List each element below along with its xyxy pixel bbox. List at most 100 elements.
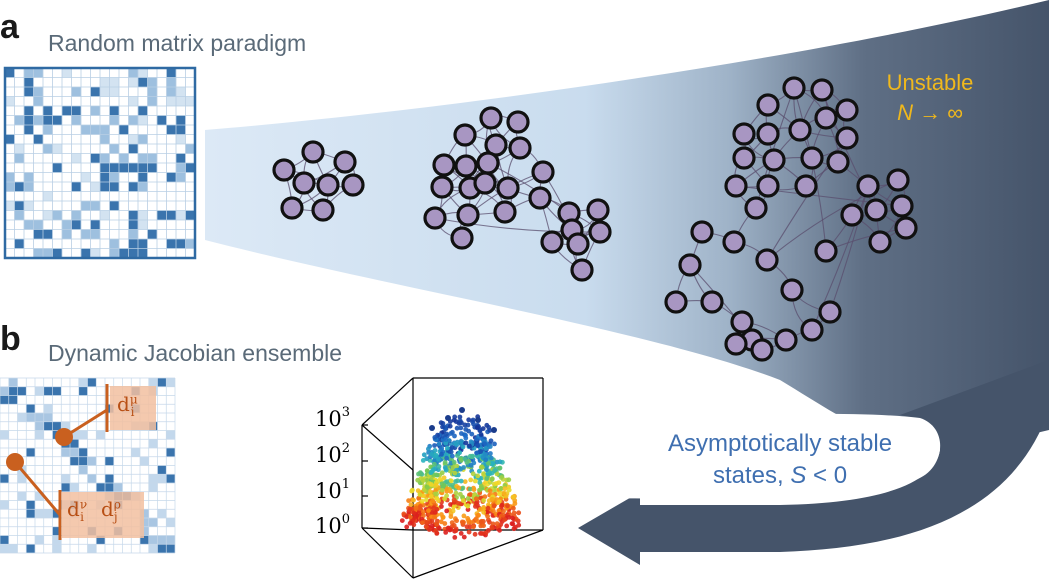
plot-point	[489, 456, 494, 461]
network-node	[784, 78, 804, 98]
plot-point	[485, 514, 490, 519]
plot-point	[429, 494, 434, 499]
matrix-cell	[44, 413, 53, 422]
network-node	[734, 124, 754, 144]
plot-point	[447, 528, 452, 533]
plot-point	[458, 467, 463, 472]
matrix-cell	[24, 220, 34, 230]
matrix-cell	[119, 163, 129, 173]
matrix-cell	[91, 125, 101, 135]
network-node	[746, 198, 766, 218]
matrix-cell	[26, 501, 35, 510]
matrix-cell	[119, 154, 129, 164]
plot-point	[449, 450, 454, 455]
plot-point	[497, 491, 502, 496]
network-node	[858, 176, 878, 196]
plot-point	[459, 431, 464, 436]
matrix-cell	[53, 144, 63, 154]
plot-point	[463, 436, 468, 441]
plot-point	[471, 471, 476, 476]
matrix-cell	[0, 544, 9, 553]
matrix-cell	[129, 68, 139, 78]
matrix-cell	[88, 474, 97, 483]
plot-point	[467, 530, 472, 535]
matrix-cell	[138, 239, 148, 249]
d-nu-dot	[6, 453, 24, 471]
network-node	[828, 152, 848, 172]
matrix-cell	[157, 116, 167, 126]
matrix-cell	[176, 163, 186, 173]
panel-a-title: Random matrix paradigm	[48, 30, 306, 57]
matrix-cell	[53, 211, 63, 221]
network-node	[726, 176, 746, 196]
network-node	[572, 260, 592, 280]
matrix-cell	[70, 448, 79, 457]
matrix-cell	[81, 125, 91, 135]
matrix-cell	[129, 230, 139, 240]
matrix-cell	[138, 78, 148, 88]
plot-point	[441, 515, 446, 520]
d-mu-label: dμi	[117, 392, 134, 419]
matrix-cell	[129, 239, 139, 249]
matrix-cell	[166, 431, 175, 440]
plot-point	[424, 520, 429, 525]
plot-point	[486, 506, 491, 511]
matrix-cell	[53, 544, 62, 553]
matrix-cell	[91, 230, 101, 240]
unstable-line1: Unstable	[855, 68, 1005, 98]
plot-point	[475, 425, 480, 430]
matrix-cell	[158, 466, 167, 475]
matrix-cell	[0, 501, 9, 510]
matrix-cell	[35, 431, 44, 440]
matrix-cell	[91, 87, 101, 97]
matrix-cell	[91, 182, 101, 192]
plot-point	[498, 466, 503, 471]
matrix-cell	[15, 211, 25, 221]
stable-S: S	[790, 462, 806, 489]
matrix-cell	[26, 448, 35, 457]
matrix-cell	[138, 182, 148, 192]
plot-point	[418, 504, 423, 509]
matrix-cell	[72, 154, 82, 164]
plot-point	[452, 498, 457, 503]
network-node	[303, 142, 323, 162]
stable-label: Asymptotically stable states, S < 0	[625, 428, 935, 492]
matrix-cell	[18, 387, 27, 396]
matrix-cell	[15, 144, 25, 154]
matrix-cell	[100, 125, 110, 135]
matrix-cell	[24, 106, 34, 116]
matrix-cell	[53, 249, 63, 259]
plot-point	[504, 524, 509, 529]
plot-point	[497, 528, 502, 533]
plot-point	[478, 507, 483, 512]
matrix-cell	[110, 163, 120, 173]
matrix-cell	[24, 182, 34, 192]
matrix-cell	[167, 68, 177, 78]
network-node	[510, 138, 530, 158]
plot-point	[439, 446, 444, 451]
matrix-cell	[5, 135, 15, 145]
matrix-cell	[119, 249, 129, 259]
matrix-cell	[119, 125, 129, 135]
matrix-cell	[110, 239, 120, 249]
network-node	[802, 320, 822, 340]
network-node	[757, 250, 777, 270]
plot-point	[427, 527, 432, 532]
network-node	[680, 255, 700, 275]
plot-point	[420, 520, 425, 525]
matrix-cell	[5, 173, 15, 183]
plot-point	[457, 450, 462, 455]
plot-point	[495, 521, 500, 526]
network-node	[456, 156, 476, 176]
plot-point	[431, 506, 436, 511]
matrix-cell	[34, 249, 44, 259]
matrix-cell	[129, 182, 139, 192]
plot-point	[466, 417, 471, 422]
plot-point	[441, 483, 446, 488]
matrix-cell	[158, 378, 167, 387]
plot-point	[468, 478, 473, 483]
plot-point	[513, 501, 518, 506]
network-node	[452, 228, 472, 248]
plot-peak	[459, 407, 465, 413]
plot-point	[439, 452, 444, 457]
